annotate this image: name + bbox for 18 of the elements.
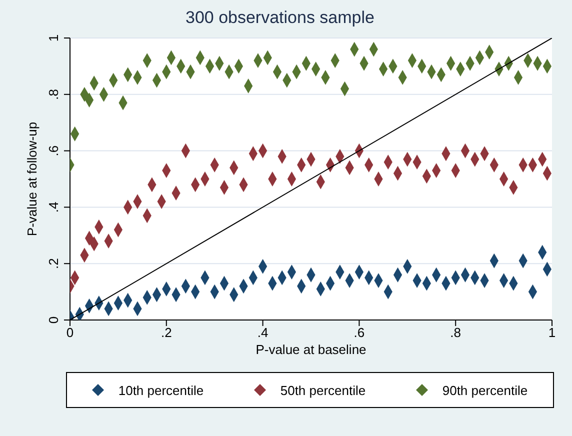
- y-tick-label: .2: [46, 258, 61, 270]
- x-axis-title: P-value at baseline: [256, 342, 366, 357]
- x-tick-label: 1: [548, 325, 556, 340]
- x-tick-label: .2: [160, 325, 172, 340]
- y-axis-title: P-value at follow-up: [24, 122, 40, 236]
- y-tick-label: 0: [46, 316, 61, 324]
- x-tick-label: .4: [257, 325, 268, 340]
- y-tick-label: .6: [46, 145, 61, 156]
- x-tick-label: .6: [354, 325, 365, 340]
- chart-title: 300 observations sample: [184, 8, 376, 28]
- legend-label: 90th percentile: [442, 382, 528, 398]
- y-tick-label: .4: [46, 202, 61, 213]
- x-tick-label: 0: [66, 325, 74, 340]
- legend-label: 50th percentile: [280, 382, 366, 398]
- legend-label: 10th percentile: [118, 382, 204, 398]
- y-tick-label: 1: [46, 34, 61, 42]
- y-tick-label: .8: [46, 88, 61, 100]
- x-tick-label: .8: [450, 325, 462, 340]
